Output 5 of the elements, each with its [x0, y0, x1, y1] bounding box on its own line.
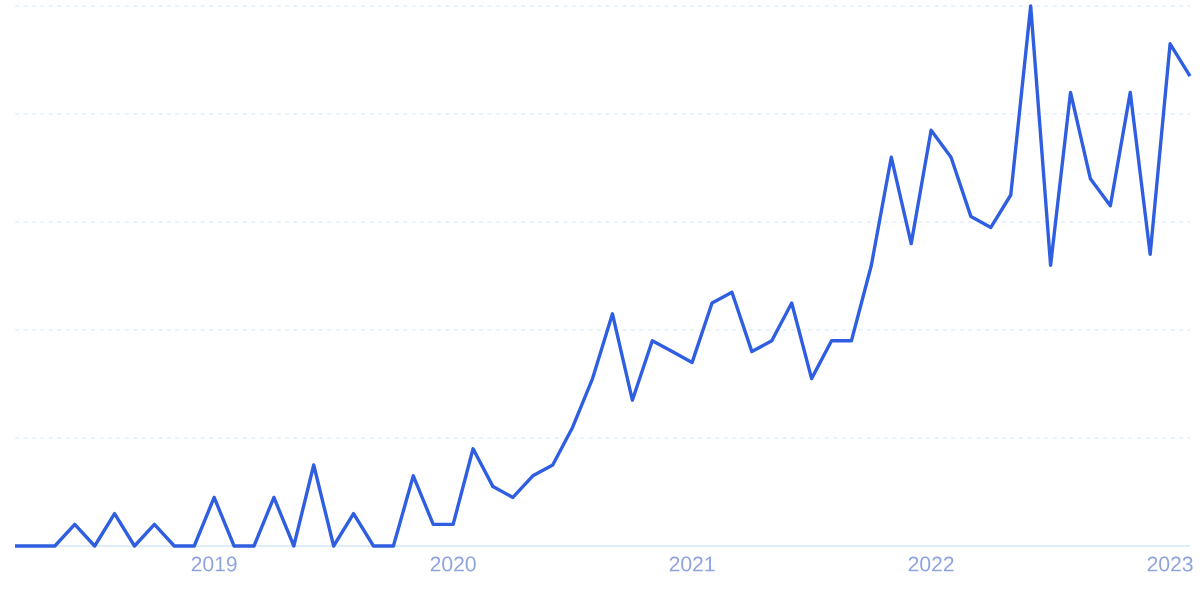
x-tick-label: 2022: [908, 556, 954, 572]
x-tick-label: 2020: [430, 556, 476, 572]
x-tick-label: 2023: [1147, 556, 1193, 572]
x-tick-label: 2021: [669, 556, 715, 572]
x-tick-label: 2019: [191, 556, 237, 572]
